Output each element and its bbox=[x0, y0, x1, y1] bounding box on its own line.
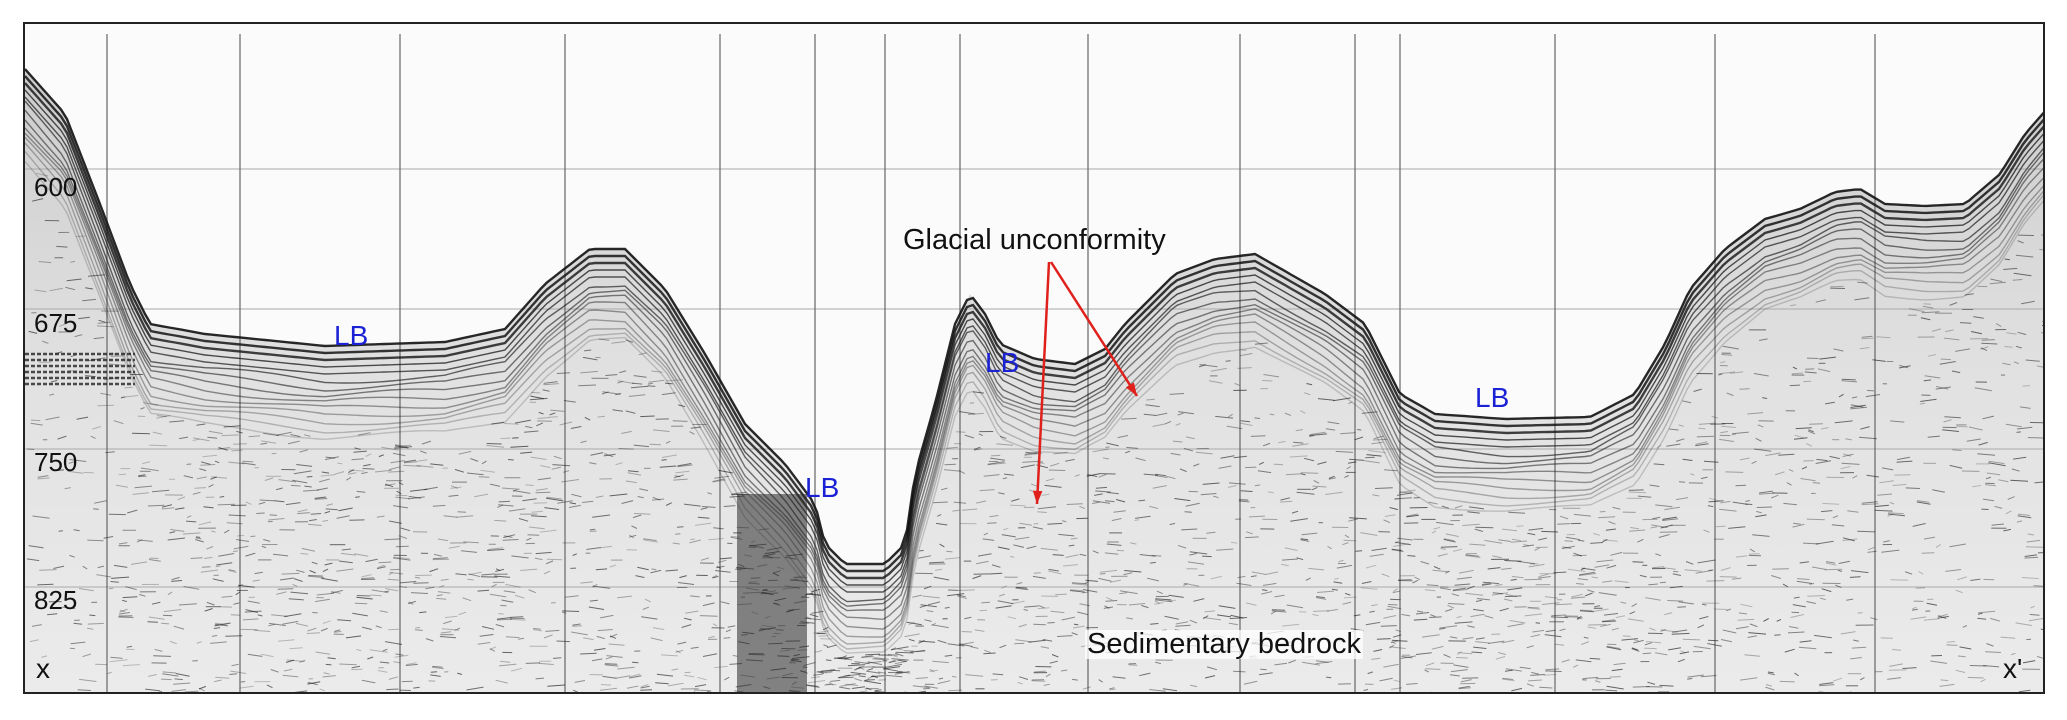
seismic-profile-image bbox=[25, 34, 2043, 692]
glacial-unconformity-label: Glacial unconformity bbox=[903, 224, 1166, 256]
sedimentary-bedrock-label: Sedimentary bedrock bbox=[1085, 628, 1364, 660]
unconformity-arrow-right-head bbox=[1125, 382, 1137, 396]
lb-label-4: LB bbox=[1475, 382, 1510, 413]
unconformity-arrow-left-head bbox=[1032, 490, 1043, 504]
y-tick-600: 600 bbox=[34, 172, 78, 202]
lb-label-3: LB bbox=[985, 347, 1020, 378]
profile-end-label: x' bbox=[2003, 653, 2023, 684]
lb-label-2: LB bbox=[805, 472, 840, 503]
y-tick-675: 675 bbox=[34, 308, 78, 338]
profile-start-label: x bbox=[36, 653, 50, 684]
unconformity-arrow-right bbox=[1049, 261, 1139, 397]
lb-label-1: LB bbox=[334, 320, 369, 351]
y-tick-750: 750 bbox=[34, 447, 78, 477]
seismic-profile-panel bbox=[23, 22, 2045, 694]
y-tick-825: 825 bbox=[34, 585, 78, 615]
unconformity-arrow-left bbox=[1035, 261, 1051, 505]
